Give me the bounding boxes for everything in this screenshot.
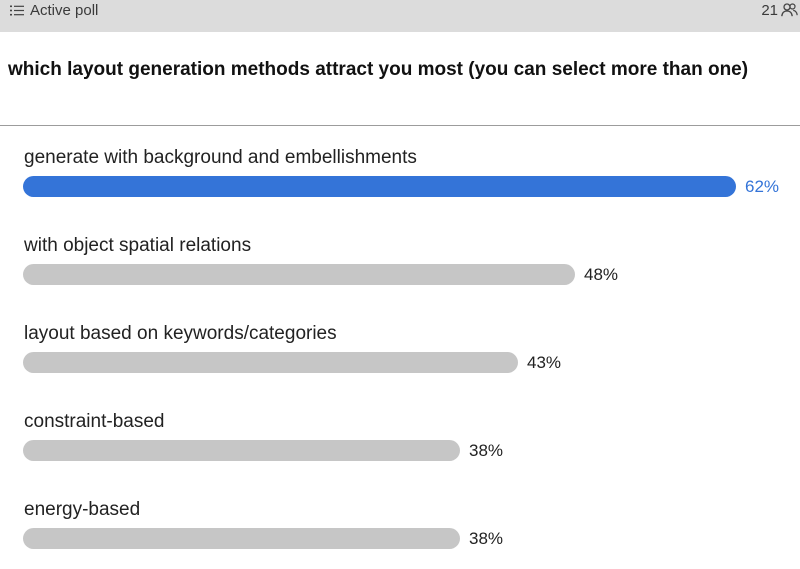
poll-option[interactable]: energy-based 38% <box>23 499 800 569</box>
participant-count-value: 21 <box>761 1 778 19</box>
poll-option-percent: 38% <box>469 529 504 548</box>
poll-option-percent: 43% <box>527 353 562 372</box>
poll-option-bar <box>23 352 518 373</box>
poll-option-bar <box>23 264 575 285</box>
poll-option-label: generate with background and embellishme… <box>24 147 417 168</box>
poll-option-label: energy-based <box>24 499 141 520</box>
poll-option[interactable]: with object spatial relations 48% <box>23 235 800 305</box>
poll-option-label: constraint-based <box>24 411 165 432</box>
poll-option-bar <box>23 528 460 549</box>
participant-count: 21 <box>761 0 798 20</box>
poll-option-percent: 48% <box>584 265 619 284</box>
poll-option-label: layout based on keywords/categories <box>24 323 337 344</box>
poll-option-label: with object spatial relations <box>24 235 252 256</box>
poll-option-bar <box>23 176 736 197</box>
poll-status: Active poll <box>10 0 98 20</box>
poll-status-label: Active poll <box>30 1 99 19</box>
poll-question: which layout generation methods attract … <box>8 59 749 80</box>
divider <box>0 125 800 126</box>
poll-option-percent: 62% <box>745 177 780 196</box>
list-icon <box>10 5 24 15</box>
poll-option-percent: 38% <box>469 441 504 460</box>
people-icon <box>781 3 798 17</box>
poll-header: Active poll 21 <box>0 0 800 32</box>
poll-option[interactable]: layout based on keywords/categories 43% <box>23 323 800 393</box>
poll-option[interactable]: generate with background and embellishme… <box>23 147 800 217</box>
poll-option[interactable]: constraint-based 38% <box>23 411 800 481</box>
poll-option-bar <box>23 440 460 461</box>
